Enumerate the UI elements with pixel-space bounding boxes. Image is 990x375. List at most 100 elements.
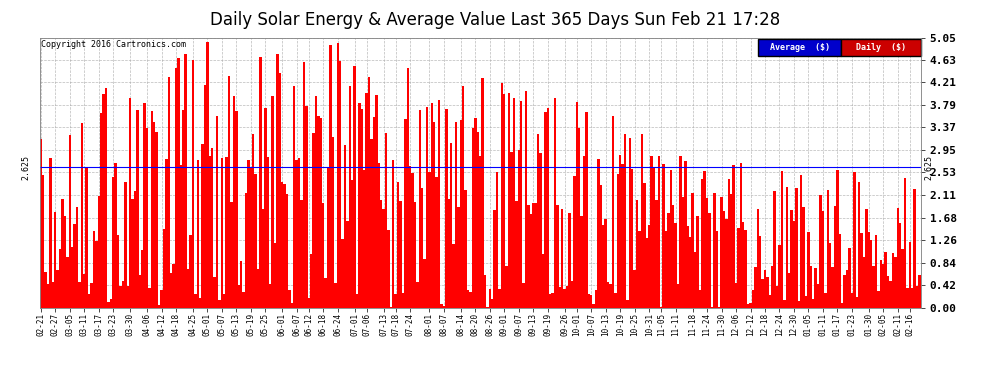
- Bar: [479, 156, 481, 308]
- Bar: [746, 304, 749, 307]
- Bar: [540, 153, 542, 308]
- Bar: [281, 182, 283, 308]
- Bar: [909, 242, 911, 308]
- Bar: [259, 57, 261, 308]
- Bar: [795, 188, 798, 308]
- Bar: [199, 298, 201, 307]
- Bar: [377, 164, 380, 308]
- Bar: [172, 264, 175, 308]
- Bar: [725, 219, 728, 308]
- Bar: [170, 273, 172, 308]
- Bar: [327, 167, 330, 308]
- Bar: [553, 98, 556, 308]
- Bar: [580, 216, 583, 308]
- Bar: [832, 267, 834, 308]
- Bar: [634, 270, 636, 308]
- Bar: [486, 307, 489, 308]
- Bar: [175, 68, 177, 308]
- Bar: [245, 193, 248, 308]
- Bar: [781, 171, 783, 308]
- Bar: [523, 284, 525, 308]
- Bar: [351, 180, 353, 308]
- Bar: [397, 182, 399, 308]
- Bar: [793, 220, 795, 308]
- Bar: [843, 275, 845, 308]
- Bar: [243, 292, 245, 308]
- Bar: [749, 303, 751, 307]
- Bar: [785, 187, 788, 308]
- Bar: [346, 220, 348, 308]
- Bar: [776, 286, 778, 308]
- Bar: [112, 177, 115, 308]
- Bar: [773, 191, 776, 308]
- Bar: [153, 122, 155, 308]
- Bar: [61, 199, 63, 308]
- Bar: [167, 77, 170, 308]
- Bar: [93, 231, 95, 308]
- Bar: [484, 275, 486, 308]
- Bar: [56, 270, 59, 308]
- Bar: [315, 96, 317, 308]
- Bar: [283, 184, 286, 308]
- Bar: [899, 223, 901, 308]
- Bar: [696, 216, 699, 308]
- Bar: [665, 231, 667, 308]
- Bar: [855, 297, 858, 307]
- Bar: [532, 203, 535, 308]
- Bar: [771, 266, 773, 308]
- Bar: [679, 156, 682, 308]
- Bar: [276, 54, 278, 307]
- Bar: [906, 288, 909, 308]
- Bar: [83, 274, 85, 308]
- Bar: [110, 299, 112, 307]
- Bar: [870, 240, 872, 308]
- Bar: [537, 134, 540, 308]
- Bar: [50, 158, 51, 308]
- Bar: [585, 112, 588, 308]
- Text: Daily Solar Energy & Average Value Last 365 Days Sun Feb 21 17:28: Daily Solar Energy & Average Value Last …: [210, 11, 780, 29]
- Bar: [370, 139, 372, 308]
- Bar: [561, 209, 563, 308]
- Bar: [622, 164, 624, 308]
- Bar: [124, 182, 127, 308]
- Bar: [860, 234, 862, 308]
- Bar: [76, 207, 78, 308]
- Bar: [293, 87, 295, 308]
- Bar: [612, 117, 614, 308]
- Bar: [631, 169, 634, 308]
- Bar: [360, 109, 363, 308]
- Bar: [308, 298, 310, 307]
- Bar: [592, 304, 595, 307]
- Text: 2.625: 2.625: [924, 154, 934, 180]
- Bar: [542, 254, 545, 308]
- Bar: [117, 235, 119, 308]
- Bar: [657, 156, 660, 308]
- Bar: [713, 194, 716, 308]
- Bar: [132, 199, 134, 308]
- Bar: [820, 195, 822, 308]
- Bar: [59, 249, 61, 308]
- Bar: [880, 260, 882, 308]
- Bar: [875, 236, 877, 308]
- Bar: [578, 128, 580, 308]
- Bar: [187, 269, 189, 308]
- Bar: [513, 98, 515, 308]
- Bar: [211, 148, 214, 308]
- Bar: [609, 284, 612, 308]
- Bar: [414, 202, 416, 308]
- Bar: [570, 281, 573, 308]
- Bar: [45, 272, 47, 308]
- Bar: [919, 275, 921, 308]
- Bar: [78, 282, 80, 308]
- Bar: [617, 174, 619, 308]
- Bar: [85, 168, 88, 308]
- Bar: [441, 304, 443, 307]
- Bar: [829, 243, 832, 308]
- Bar: [496, 172, 498, 308]
- Bar: [575, 102, 578, 308]
- Bar: [889, 281, 892, 308]
- Bar: [269, 284, 271, 308]
- Bar: [520, 101, 523, 308]
- Bar: [689, 237, 691, 308]
- Bar: [295, 160, 298, 308]
